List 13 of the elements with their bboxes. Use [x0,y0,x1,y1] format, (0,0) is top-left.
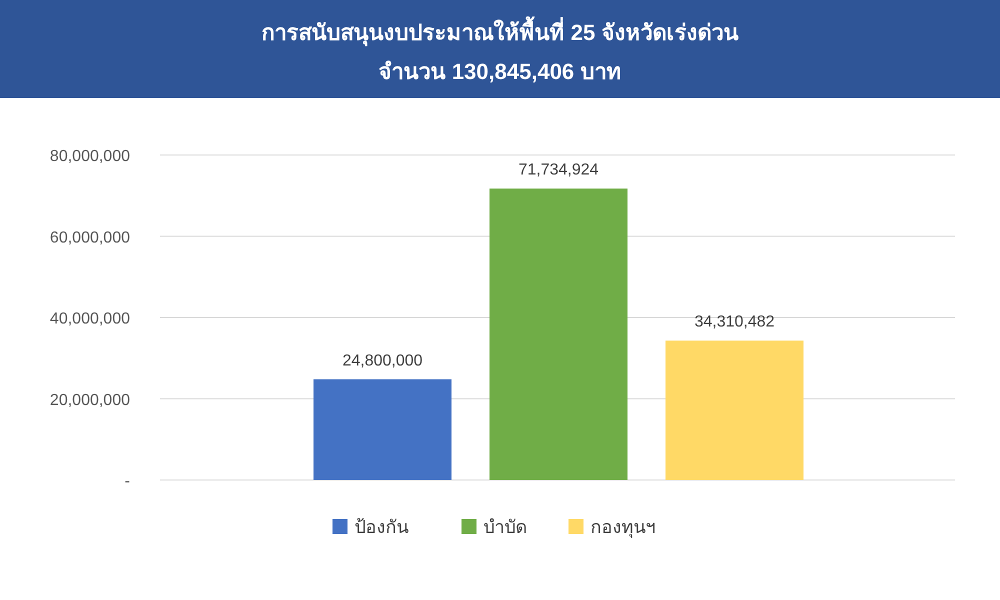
y-tick-label: 60,000,000 [50,229,130,246]
legend-label: บำบัด [484,517,528,537]
y-tick-label: 20,000,000 [50,392,130,409]
chart-title: การสนับสนุนงบประมาณให้พื้นที่ 25 จังหวัดเร่งด่วน [262,16,738,47]
y-tick-label: - [124,473,130,490]
chart-subtitle: จำนวน 130,845,406 บาท [378,59,622,84]
y-tick-label: 80,000,000 [50,148,130,165]
data-label: 24,800,000 [342,352,423,370]
y-tick-label: 40,000,000 [50,310,130,328]
data-label: 71,734,924 [518,162,599,179]
legend-label: กองทุนฯ [590,517,656,538]
legend-label: ป้องกัน [354,517,408,537]
data-label: 34,310,482 [694,314,775,331]
